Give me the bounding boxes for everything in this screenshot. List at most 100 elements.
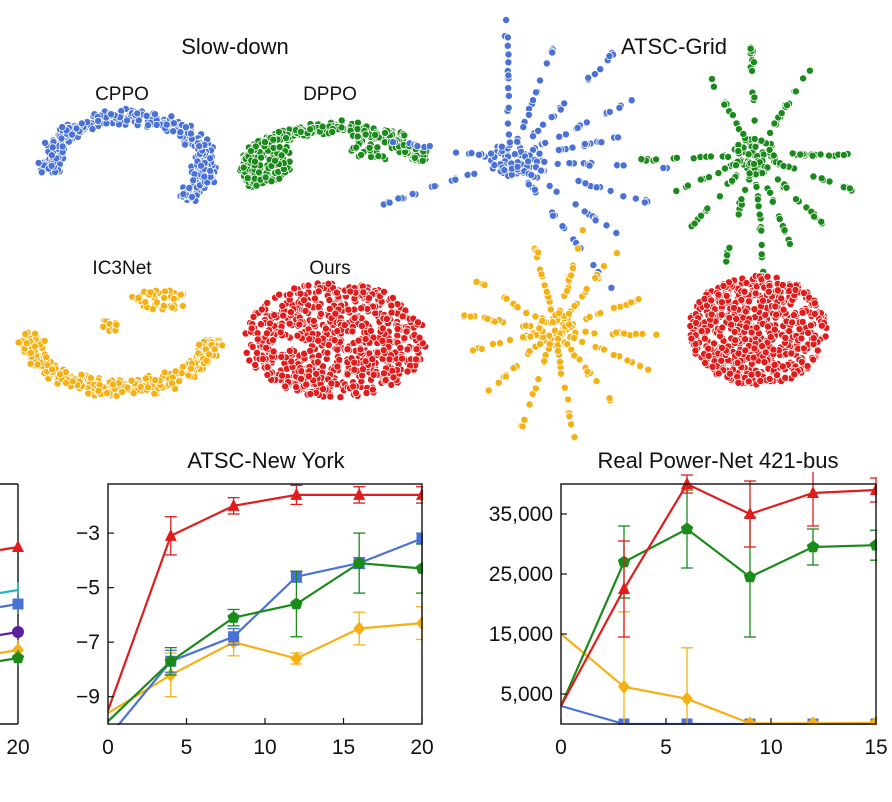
ours-point [293,331,302,340]
cppo-point [162,120,171,129]
ours-point [314,351,323,360]
grid-ours-point [778,362,787,371]
dppo-point [306,125,315,134]
grid-cppo-point [602,221,611,230]
ic3net-point [146,288,155,297]
grid-dppo-point [810,212,819,221]
chart-ny-title: ATSC-New York [187,448,345,473]
ic3net-point [103,389,112,398]
ours-point [277,352,286,361]
grid-ours-point [701,358,710,367]
grid-dppo-point [723,251,732,260]
grid-dppo-point [708,75,717,84]
grid-ic3net-point [578,337,587,346]
grid-cppo-point [451,175,460,184]
grid-cppo-point [534,126,543,135]
data-point-ic3net [744,716,756,725]
data-point-ours [290,487,303,500]
grid-dppo-point [737,195,746,204]
grid-dppo-point [770,119,779,128]
ours-point [324,279,333,288]
x-tick-label: 5 [660,736,672,759]
ours-point [364,294,373,303]
dppo-point [337,116,346,125]
grid-ic3net-point [477,344,486,353]
grid-cppo-point [529,132,538,141]
plot-area [560,472,877,725]
grid-cppo-point [513,162,522,171]
grid-ic3net-point [509,364,518,373]
ic3net-point [205,350,214,359]
grid-dppo-point [839,150,848,159]
grid-ic3net-point [546,305,555,314]
grid-dppo-point [777,109,786,118]
grid-ours-point [730,327,739,336]
grid-dppo-point [766,128,775,137]
ours-point [290,284,299,293]
ours-point [263,370,272,379]
data-point-ours [870,483,877,495]
grid-cppo-point [540,157,549,166]
ours-point [357,321,366,330]
label-ours: Ours [309,258,350,279]
grid-dppo-point [696,175,705,184]
grid-ours-point [777,294,786,303]
grid-ours-point [806,321,815,330]
cppo-point [180,140,189,149]
label-ic3net: IC3Net [92,258,152,279]
grid-cppo-point [580,139,589,148]
grid-cppo-point [524,110,533,119]
ours-point [297,374,306,383]
grid-ours-point [769,345,778,354]
ours-point [263,298,272,307]
ic3net-point [160,368,169,377]
grid-cppo-point [589,261,598,270]
grid-ic3net-point [590,329,599,338]
grid-ic3net-point [634,295,643,304]
series-line-ours [560,482,877,707]
grid-cppo-point [549,211,558,220]
grid-cppo-point [556,105,565,114]
grid-dppo-point [732,161,741,170]
grid-dppo-point [690,219,699,228]
ours-point [247,324,256,333]
grid-cppo-point [619,192,628,201]
ours-point [393,324,402,333]
ours-point [343,370,352,379]
cppo-point [150,110,159,119]
grid-ours-point [752,323,761,332]
ic3net-point [77,370,86,379]
ours-point [304,281,313,290]
ours-point [348,327,357,336]
dppo-point [361,130,370,139]
grid-ours-point [763,272,772,281]
grid-ic3net-point [644,365,653,374]
chart-partial-left: 20 [0,483,30,759]
x-tick-label: 15 [864,736,887,759]
x-tick-label: 0 [555,736,567,759]
grid-dppo-point [796,150,805,159]
ours-point [321,324,330,333]
dppo-point [365,143,374,152]
grid-ours-point [765,374,774,383]
grid-ours-point [810,309,819,318]
grid-ic3net-point [564,395,573,404]
grid-ic3net-point [495,339,504,348]
dppo-point [274,127,283,136]
ic3net-point [94,386,103,395]
grid-cppo-point [463,170,472,179]
label-cppo: CPPO [95,84,149,105]
grid-dppo-point [748,66,757,75]
grid-ours-point [773,371,782,380]
ic3net-point [184,371,193,380]
cppo-point [48,143,57,152]
x-tick-label: 5 [181,736,193,759]
grid-dppo-point [817,174,826,183]
grid-dppo-point [728,176,737,185]
ours-point [336,393,345,402]
grid-dppo-point [715,192,724,201]
grid-dppo-point [734,210,743,219]
grid-cppo-point [659,163,668,172]
grid-ours-point [799,288,808,297]
grid-cppo-point [591,216,600,225]
